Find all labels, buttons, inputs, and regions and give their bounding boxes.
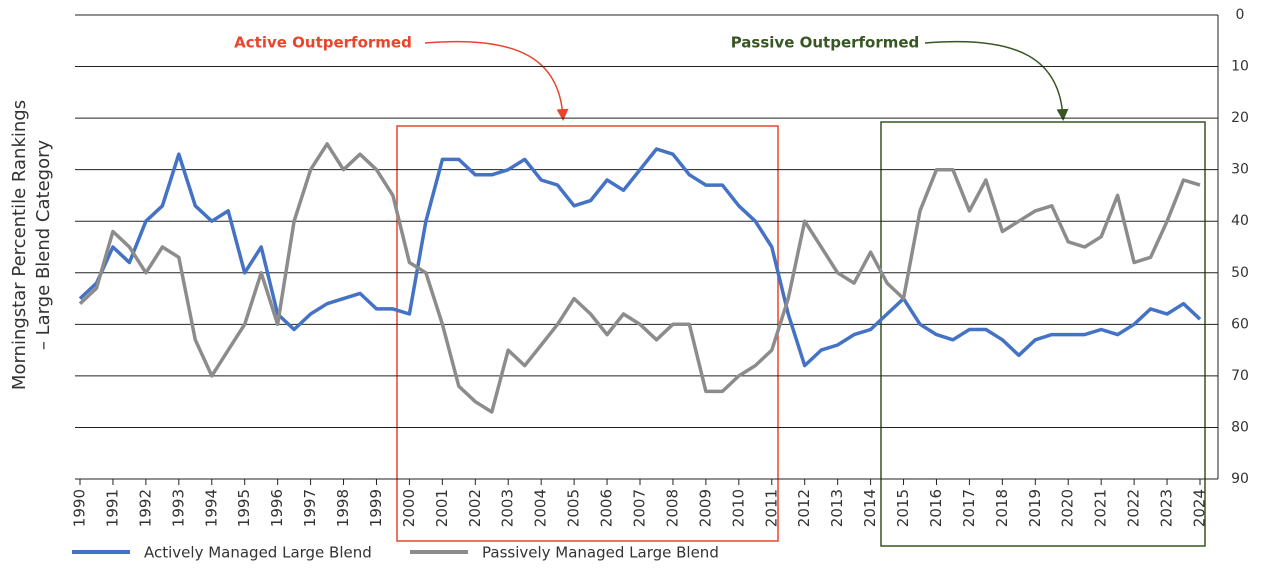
x-tick-label: 2002	[466, 489, 484, 527]
y-axis-title: Morningstar Percentile Rankings – Large …	[9, 100, 54, 390]
x-tick-label: 2003	[499, 489, 517, 527]
y-tick-label: 0	[1236, 7, 1245, 23]
y-tick-label: 60	[1231, 316, 1249, 332]
x-tick-label: 2024	[1191, 489, 1209, 527]
x-tick-label: 1991	[103, 489, 121, 527]
x-tick-label: 1997	[301, 489, 319, 527]
x-tick-label: 1994	[202, 489, 220, 527]
y-tick-label: 90	[1231, 471, 1249, 487]
x-tick-label: 1996	[268, 489, 286, 527]
x-tick-label: 1992	[136, 489, 154, 527]
series-line	[78, 147, 1202, 368]
x-tick-label: 2001	[433, 489, 451, 527]
passive-arrow	[924, 40, 1069, 121]
active-arrow	[424, 40, 569, 121]
y-tick-label: 80	[1231, 419, 1249, 435]
x-tick-label: 2013	[828, 489, 846, 527]
x-tick-label: 2022	[1125, 489, 1143, 527]
x-tick-label: 1999	[367, 489, 385, 527]
x-tick-label: 2018	[993, 489, 1011, 527]
x-tick-label: 2000	[400, 489, 418, 527]
y-tick-label: 20	[1231, 110, 1249, 126]
x-tick-label: 1998	[334, 489, 352, 527]
x-tick-label: 2006	[598, 489, 616, 527]
y-tick-label: 70	[1231, 368, 1249, 384]
x-tick-label: 2021	[1092, 489, 1110, 527]
x-tick-label: 2012	[795, 489, 813, 527]
legend-label: Passively Managed Large Blend	[482, 544, 719, 562]
y-tick-label: 50	[1231, 265, 1249, 281]
x-tick-label: 2019	[1026, 489, 1044, 527]
passive-box	[880, 121, 1206, 547]
x-tick-label: 2007	[631, 489, 649, 527]
x-tick-label: 1995	[235, 489, 253, 527]
x-tick-label: 2015	[894, 489, 912, 527]
y-label-line: Morningstar Percentile Rankings	[9, 100, 30, 390]
annotation: Active Outperformed	[234, 34, 412, 52]
x-tick-label: 2005	[565, 489, 583, 527]
x-tick-label: 2014	[861, 489, 879, 527]
x-tick-label: 2011	[762, 489, 780, 527]
x-tick-label: 2010	[729, 489, 747, 527]
y-tick-label: 30	[1231, 162, 1249, 178]
y-label-line: – Large Blend Category	[33, 140, 54, 351]
series-line	[78, 142, 1201, 414]
legend-label: Actively Managed Large Blend	[144, 544, 372, 562]
x-tick-label: 2008	[663, 489, 681, 527]
x-tick-label: 2009	[696, 489, 714, 527]
x-tick-label: 2004	[532, 489, 550, 527]
y-tick-label: 40	[1231, 213, 1249, 229]
x-tick-label: 2016	[927, 489, 945, 527]
x-tick-label: 2020	[1059, 489, 1077, 527]
x-tick-label: 2023	[1158, 489, 1176, 527]
x-tick-label: 1993	[169, 489, 187, 527]
x-tick-label: 1990	[71, 489, 89, 527]
annotation: Passive Outperformed	[731, 34, 920, 52]
x-tick-label: 2017	[960, 489, 978, 527]
y-tick-label: 10	[1231, 59, 1249, 75]
